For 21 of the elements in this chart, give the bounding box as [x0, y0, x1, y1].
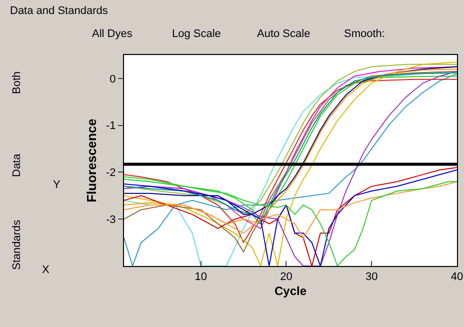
text: Smooth:: [344, 28, 385, 40]
text: Y: [53, 179, 61, 191]
y-tick-label: 0: [110, 73, 116, 86]
x-tick-label: 20: [280, 271, 292, 284]
text: All Dyes: [92, 28, 133, 40]
y-tick-label: -1: [106, 120, 116, 132]
text: Standards: [11, 219, 23, 270]
text: Log Scale: [172, 28, 221, 40]
y-tick-label: -3: [106, 214, 116, 226]
x-tick-label: 30: [365, 271, 378, 284]
text: Data and Standards: [10, 5, 108, 17]
text: X: [42, 264, 50, 276]
text: Data: [11, 152, 23, 177]
y-axis-title: Fluorescence: [84, 118, 99, 202]
x-tick-label: 10: [194, 271, 207, 284]
text: Both: [11, 71, 23, 94]
x-tick-label: 40: [450, 271, 464, 284]
y-tick-label: -2: [106, 167, 116, 180]
text: Auto Scale: [257, 28, 310, 40]
x-axis-title: Cycle: [274, 284, 307, 298]
line-series: [124, 181, 457, 238]
